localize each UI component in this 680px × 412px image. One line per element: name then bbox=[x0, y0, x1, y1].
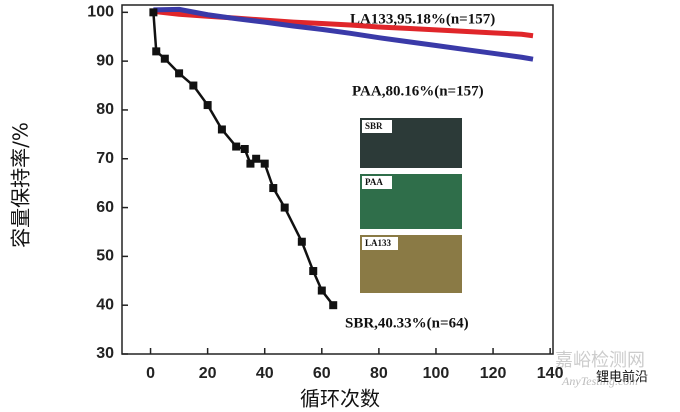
x-tick-label: 120 bbox=[480, 365, 507, 382]
marker bbox=[329, 301, 338, 310]
marker bbox=[260, 159, 269, 168]
photo-label-box bbox=[362, 176, 392, 189]
y-tick-label: 60 bbox=[96, 199, 114, 216]
marker bbox=[160, 54, 169, 63]
annotation: SBR,40.33%(n=64) bbox=[345, 315, 469, 331]
x-tick-label: 60 bbox=[313, 365, 331, 382]
marker bbox=[152, 47, 161, 56]
marker bbox=[297, 237, 306, 246]
y-axis-label: 容量保持率/% bbox=[9, 122, 33, 248]
marker bbox=[217, 125, 226, 134]
inset-photos: SBR PAA LA133 bbox=[360, 118, 462, 293]
marker bbox=[252, 154, 261, 163]
annotation: LA133,95.18%(n=157) bbox=[350, 11, 495, 27]
watermark: AnyTesting.com bbox=[561, 374, 638, 388]
marker bbox=[280, 203, 289, 212]
y-tick-label: 100 bbox=[87, 4, 114, 21]
x-axis-label: 循环次数 bbox=[300, 387, 380, 411]
watermark: 锂电前沿 bbox=[596, 369, 648, 384]
marker bbox=[317, 286, 326, 295]
y-tick-label: 40 bbox=[96, 296, 114, 313]
marker bbox=[232, 142, 241, 151]
x-tick-label: 140 bbox=[537, 365, 564, 382]
series-line bbox=[152, 12, 335, 306]
x-tick-label: 80 bbox=[370, 365, 388, 382]
marker bbox=[269, 184, 278, 193]
inset-label: LA133 bbox=[365, 238, 392, 248]
y-tick-label: 80 bbox=[96, 101, 114, 118]
x-tick-label: 40 bbox=[256, 365, 274, 382]
x-tick-label: 0 bbox=[146, 365, 155, 382]
plot-frame bbox=[121, 4, 554, 355]
annotation: PAA,80.16%(n=157) bbox=[352, 83, 484, 99]
marker bbox=[309, 267, 318, 276]
watermark: 嘉峪检测网 bbox=[555, 350, 645, 370]
photo-label-box bbox=[362, 120, 392, 133]
marker bbox=[149, 8, 158, 17]
marker bbox=[203, 101, 212, 110]
inset-label: SBR bbox=[365, 121, 383, 131]
y-tick-label: 50 bbox=[96, 248, 114, 265]
marker bbox=[240, 144, 249, 153]
x-tick-label: 20 bbox=[199, 365, 217, 382]
marker bbox=[189, 81, 198, 90]
y-tick-label: 30 bbox=[96, 345, 114, 362]
inset-label: PAA bbox=[365, 177, 383, 187]
photo-label-box bbox=[362, 237, 398, 250]
series-line bbox=[153, 6, 534, 62]
y-tick-label: 70 bbox=[96, 150, 114, 167]
marker bbox=[246, 159, 255, 168]
x-tick-label: 100 bbox=[423, 365, 450, 382]
y-tick-label: 90 bbox=[96, 52, 114, 69]
marker bbox=[175, 69, 184, 78]
